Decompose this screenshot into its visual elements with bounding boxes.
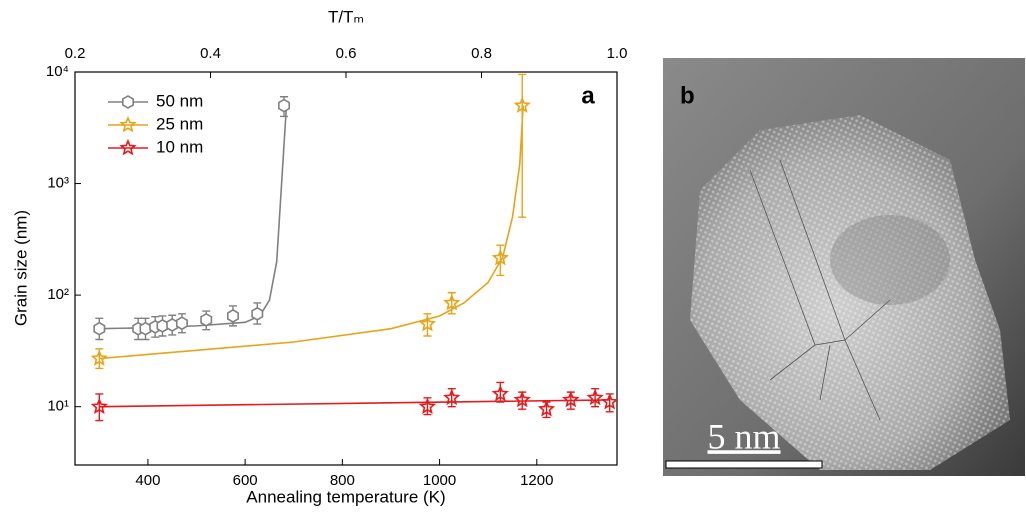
marker [200,312,213,327]
y-tick-label: 10³ [47,175,69,192]
x2-tick-label: 0.8 [471,45,492,62]
marker [139,321,152,336]
marker [601,392,619,410]
marker [586,388,604,406]
x-tick-label: 600 [233,472,258,489]
legend-marker [119,138,137,156]
error-bar [518,73,527,218]
marker [537,400,556,417]
marker [90,397,108,415]
x2-tick-label: 0.6 [336,45,357,62]
fit-line [99,399,610,408]
marker [418,314,437,332]
marker [443,388,461,406]
marker [418,397,437,415]
marker [226,309,239,323]
panel-label: b [680,82,695,109]
x2-axis-title: T/Tₘ [328,7,364,26]
y-tick-label: 10⁴ [46,63,69,80]
legend-label: 25 nm [156,114,203,133]
scale-bar-label: 5 nm [707,416,780,456]
x-tick-label: 1000 [423,472,456,489]
x-tick-label: 1200 [520,472,553,489]
marker [90,349,108,366]
marker [491,248,509,266]
y-tick-label: 10¹ [47,398,69,415]
marker [513,390,531,408]
marker [491,384,509,402]
x-tick-label: 400 [135,472,160,489]
marker [562,390,580,408]
marker [278,98,291,113]
x2-tick-label: 0.4 [200,45,221,62]
legend-label: 50 nm [156,91,203,110]
x2-tick-label: 0.2 [65,45,86,62]
marker [513,96,531,113]
x-tick-label: 800 [330,472,355,489]
panel-label: a [581,82,595,109]
marker [93,321,106,336]
marker [156,318,169,333]
marker [443,293,461,311]
y-tick-label: 10² [47,286,69,303]
marker [166,318,179,332]
marker [175,316,188,331]
legend-marker [122,95,134,109]
fit-line [99,105,524,360]
micrograph: 5 nm b [663,58,1025,476]
y-axis-title: Grain size (nm) [11,210,30,326]
marker [251,306,264,321]
legend-marker [119,115,137,133]
x-axis-title: Annealing temperature (K) [246,487,445,506]
legend-label: 10 nm [156,137,203,156]
x2-tick-label: 1.0 [607,45,628,62]
